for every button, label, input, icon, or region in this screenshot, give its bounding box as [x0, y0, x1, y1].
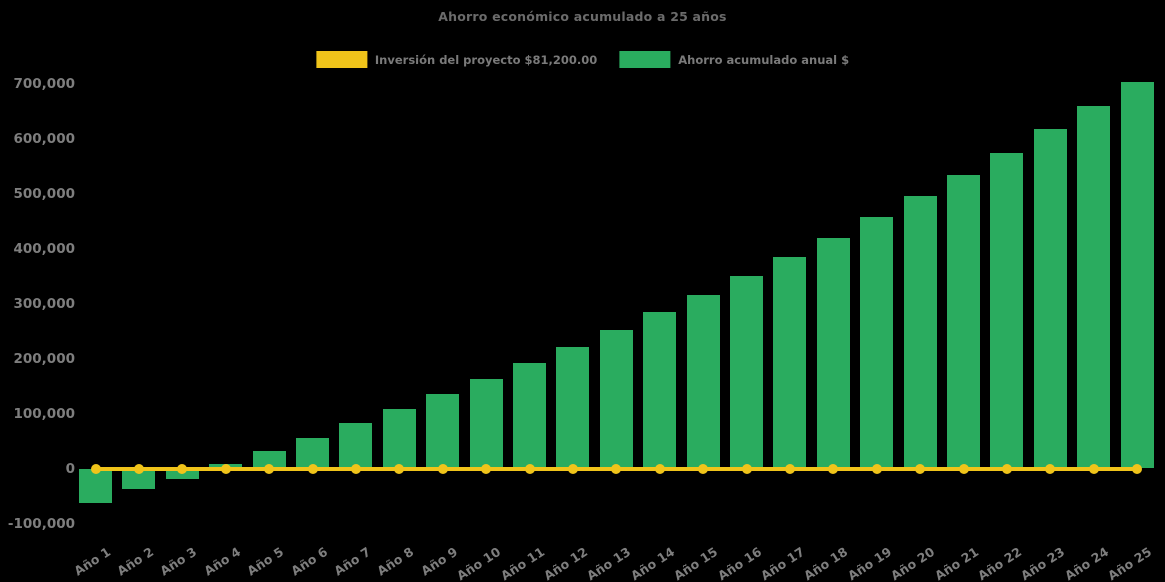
y-tick-label: 0 — [65, 460, 75, 477]
line-marker-icon — [567, 464, 578, 475]
x-tick-label: Año 4 — [200, 544, 243, 579]
y-tick-label: 500,000 — [13, 185, 76, 202]
line-marker-icon — [394, 464, 405, 475]
x-tick-label: Año 15 — [671, 544, 721, 582]
line-marker-icon — [481, 464, 492, 475]
line-marker-icon — [264, 464, 275, 475]
y-tick-label: 200,000 — [13, 350, 76, 367]
y-tick-label: -100,000 — [7, 515, 75, 532]
x-tick-label: Año 8 — [374, 544, 417, 579]
x-tick-label: Año 20 — [888, 544, 938, 582]
bar-año-23 — [1033, 129, 1067, 469]
x-tick-label: Año 1 — [70, 544, 113, 579]
x-tick-label: Año 23 — [1018, 544, 1068, 582]
x-tick-label: Año 5 — [244, 544, 287, 579]
x-tick-label: Año 10 — [454, 544, 504, 582]
x-tick-label: Año 25 — [1105, 544, 1155, 582]
legend-item-savings: Ahorro acumulado anual $ — [619, 51, 849, 68]
line-marker-icon — [741, 464, 752, 475]
bar-año-16 — [730, 276, 763, 469]
line-marker-icon — [177, 464, 188, 475]
bar-año-17 — [773, 256, 807, 469]
line-marker-icon — [915, 464, 926, 475]
x-tick-label: Año 21 — [931, 544, 981, 582]
bar-año-11 — [513, 362, 546, 469]
legend-label-investment: Inversión del proyecto $81,200.00 — [374, 52, 598, 67]
y-tick-label: 400,000 — [13, 240, 76, 257]
x-tick-label: Año 17 — [757, 544, 808, 582]
y-tick-label: 700,000 — [13, 75, 76, 92]
y-tick-label: 600,000 — [13, 130, 76, 147]
line-marker-icon — [1088, 464, 1099, 475]
y-tick-label: 300,000 — [13, 295, 76, 312]
bar-año-6 — [296, 437, 329, 469]
x-tick-label: Año 14 — [627, 544, 677, 582]
investment-swatch-icon — [315, 51, 367, 68]
bar-año-5 — [252, 451, 286, 469]
line-marker-icon — [1132, 464, 1143, 475]
bar-año-7 — [339, 423, 373, 469]
bar-año-19 — [860, 216, 894, 469]
line-marker-icon — [307, 464, 318, 475]
x-tick-label: Año 7 — [331, 544, 374, 579]
bar-año-13 — [599, 329, 633, 469]
bar-año-20 — [903, 196, 937, 469]
x-tick-label: Año 9 — [417, 544, 460, 579]
bar-año-18 — [816, 237, 850, 469]
x-tick-label: Año 24 — [1061, 544, 1111, 582]
x-tick-label: Año 11 — [497, 544, 547, 582]
bar-año-1 — [79, 468, 112, 503]
x-tick-label: Año 18 — [801, 544, 851, 582]
x-tick-label: Año 2 — [114, 544, 157, 579]
x-tick-label: Año 22 — [974, 544, 1025, 582]
bar-año-10 — [469, 378, 503, 469]
line-marker-icon — [524, 464, 535, 475]
legend-label-savings: Ahorro acumulado anual $ — [678, 52, 850, 67]
bar-año-22 — [990, 152, 1024, 469]
bar-año-12 — [556, 346, 590, 469]
line-marker-icon — [654, 464, 665, 475]
line-marker-icon — [871, 464, 882, 475]
x-tick-label: Año 16 — [714, 544, 764, 582]
bar-año-21 — [947, 174, 980, 469]
line-marker-icon — [698, 464, 709, 475]
line-marker-icon — [220, 464, 231, 475]
x-tick-label: Año 19 — [844, 544, 894, 582]
line-marker-icon — [784, 464, 795, 475]
line-marker-icon — [1045, 464, 1056, 475]
line-marker-icon — [611, 464, 622, 475]
line-marker-icon — [90, 464, 101, 475]
legend-item-investment: Inversión del proyecto $81,200.00 — [315, 51, 598, 68]
bar-año-14 — [643, 312, 677, 469]
bar-año-2 — [122, 468, 156, 490]
bar-año-9 — [426, 394, 460, 469]
line-marker-icon — [133, 464, 144, 475]
bar-año-15 — [686, 294, 720, 469]
line-marker-icon — [1001, 464, 1012, 475]
y-tick-label: 100,000 — [13, 405, 76, 422]
savings-swatch-icon — [619, 51, 671, 68]
chart-title: Ahorro económico acumulado a 25 años — [438, 9, 727, 24]
x-tick-label: Año 13 — [584, 544, 634, 582]
line-marker-icon — [828, 464, 839, 475]
x-tick-label: Año 12 — [540, 544, 591, 582]
bar-año-8 — [382, 408, 416, 469]
x-tick-label: Año 3 — [157, 544, 200, 579]
chart-legend: Inversión del proyecto $81,200.00 Ahorro… — [315, 51, 849, 68]
line-marker-icon — [958, 464, 969, 475]
x-tick-label: Año 6 — [287, 544, 330, 579]
line-marker-icon — [350, 464, 361, 475]
line-marker-icon — [437, 464, 448, 475]
bar-año-25 — [1120, 82, 1154, 469]
bar-año-24 — [1077, 106, 1111, 469]
